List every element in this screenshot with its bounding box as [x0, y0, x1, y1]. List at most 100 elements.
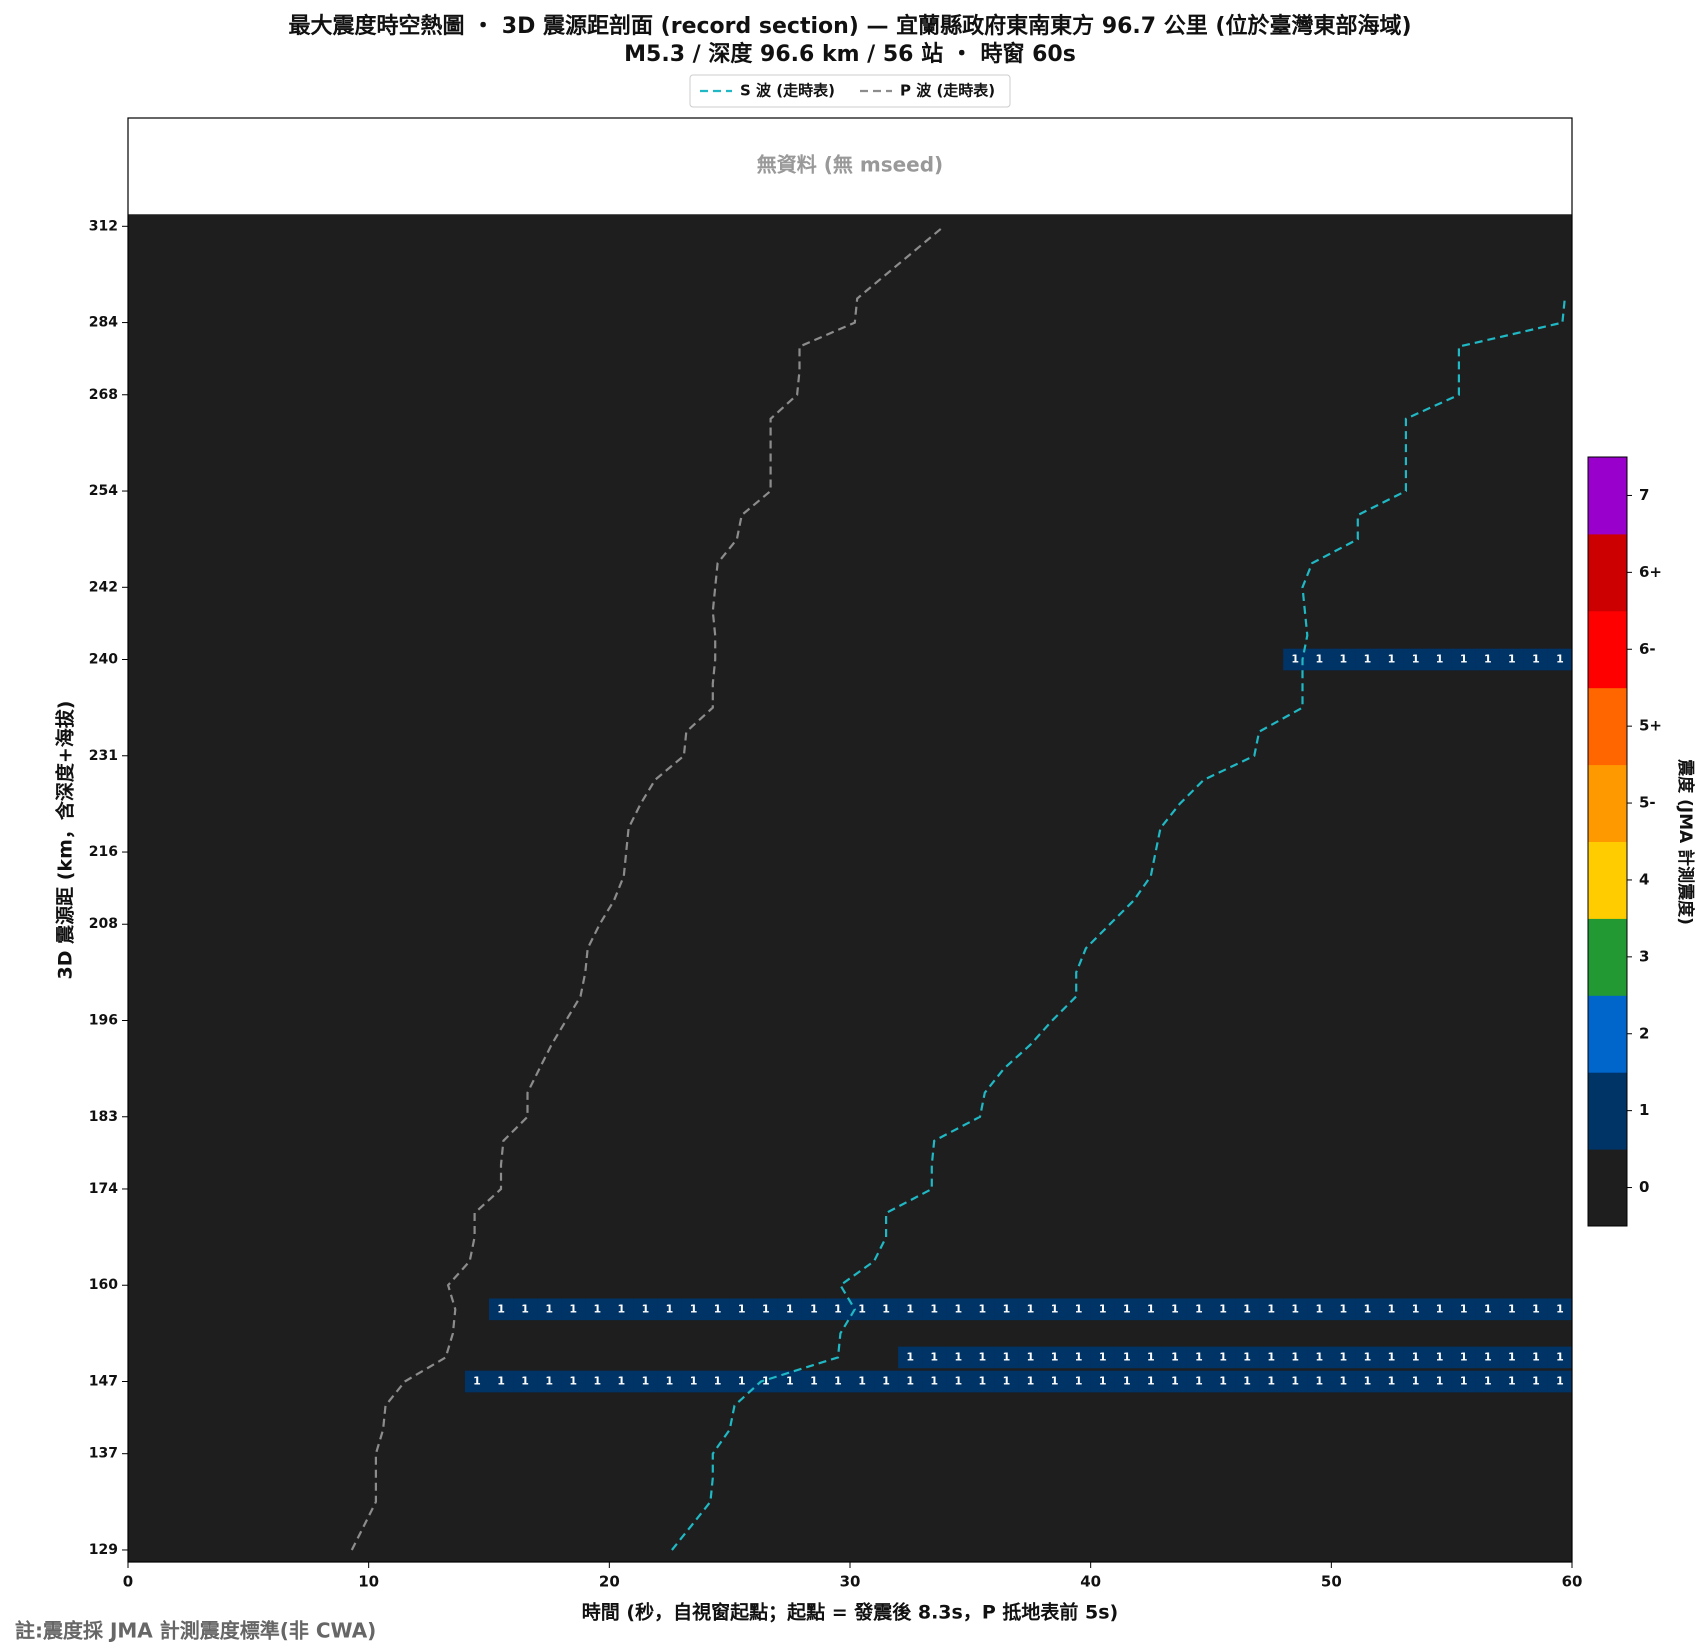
footnote: 註:震度採 JMA 計測震度標準(非 CWA) [15, 1619, 376, 1643]
cell-label: 1 [1412, 1375, 1420, 1388]
heatmap-cell [1523, 1346, 1549, 1369]
heatmap-cell [633, 1370, 658, 1393]
cell-label: 1 [618, 1302, 626, 1315]
heatmap-cell [994, 1370, 1019, 1393]
cell-label: 1 [1267, 1350, 1275, 1363]
cell-label: 1 [1003, 1375, 1011, 1388]
cell-label: 1 [1484, 1302, 1492, 1315]
x-tick-label: 10 [358, 1573, 379, 1591]
x-tick-label: 60 [1562, 1573, 1583, 1591]
cell-label: 1 [1340, 1375, 1348, 1388]
cell-label: 1 [1388, 653, 1396, 666]
cell-label: 1 [1436, 653, 1444, 666]
heatmap-cell [801, 1298, 827, 1321]
heatmap-cell [1162, 1298, 1188, 1321]
cell-label: 1 [1075, 1375, 1083, 1388]
heatmap-cell [1403, 1346, 1429, 1369]
cell-label: 1 [1556, 1375, 1564, 1388]
cell-label: 1 [1508, 1375, 1516, 1388]
colorbar-tick-label: 5+ [1639, 717, 1662, 735]
x-tick-label: 30 [840, 1573, 861, 1591]
heatmap-cell [489, 1298, 514, 1321]
cell-label: 1 [1460, 1350, 1468, 1363]
heatmap-cell [1547, 648, 1573, 671]
travel-time-line [350, 225, 945, 1551]
heatmap-cell [1547, 1346, 1573, 1369]
cell-label: 1 [1291, 1375, 1299, 1388]
heatmap-cell [1259, 1346, 1284, 1369]
heatmap-cell [1355, 648, 1380, 671]
heatmap-cell [1427, 1298, 1453, 1321]
cell-label: 1 [1195, 1375, 1203, 1388]
heatmap-cell [1090, 1370, 1116, 1393]
heatmap-cell [585, 1370, 610, 1393]
cell-label: 1 [1099, 1302, 1107, 1315]
cell-label: 1 [1532, 1302, 1540, 1315]
cell-label: 1 [1315, 1302, 1323, 1315]
legend-label: S 波 (走時表) [740, 82, 835, 100]
heatmap-cell [1355, 1298, 1380, 1321]
heatmap-cell [1379, 648, 1405, 671]
cell-label: 1 [906, 1302, 914, 1315]
cell-label: 1 [1556, 1350, 1564, 1363]
cell-label: 1 [473, 1375, 481, 1388]
cell-label: 1 [979, 1375, 987, 1388]
cell-label: 1 [1147, 1302, 1155, 1315]
cell-label: 1 [1460, 1375, 1468, 1388]
heatmap-cell [729, 1298, 755, 1321]
colorbar-segment [1588, 841, 1627, 919]
cell-label: 1 [954, 1375, 962, 1388]
heatmap-cell [585, 1298, 610, 1321]
cell-label: 1 [1027, 1350, 1035, 1363]
cell-label: 1 [1075, 1350, 1083, 1363]
cell-label: 1 [1003, 1302, 1011, 1315]
heatmap-cell [609, 1370, 634, 1393]
heatmap-cell [1499, 1346, 1525, 1369]
cell-label: 1 [521, 1375, 529, 1388]
heatmap-cell [922, 1298, 947, 1321]
chart-title: 最大震度時空熱圖 ・ 3D 震源距剖面 (record section) — 宜… [288, 13, 1411, 39]
heatmap-cell [1499, 648, 1525, 671]
heatmap-cell [1475, 1346, 1501, 1369]
heatmap-cell [657, 1298, 683, 1321]
cell-label: 1 [810, 1375, 818, 1388]
heatmap-cell [1283, 1346, 1308, 1369]
heatmap-cell [1475, 648, 1501, 671]
heatmap-cell [609, 1298, 634, 1321]
heatmap-cell [898, 1370, 923, 1393]
cell-label: 1 [1340, 1302, 1348, 1315]
colorbar-tick-label: 6- [1639, 640, 1656, 658]
no-data-label: 無資料 (無 mseed) [757, 153, 943, 177]
cell-label: 1 [1460, 1302, 1468, 1315]
heatmap-cell [970, 1346, 995, 1369]
heatmap-cell [970, 1298, 995, 1321]
cell-label: 1 [1532, 1375, 1540, 1388]
heatmap-cell [1042, 1370, 1068, 1393]
heatmap-cell [681, 1298, 707, 1321]
colorbar-frame [1587, 456, 1628, 1227]
cell-label: 1 [930, 1350, 938, 1363]
cell-label: 1 [569, 1302, 577, 1315]
travel-time-line [671, 298, 1566, 1551]
heatmap-cell [1379, 1370, 1405, 1393]
cell-label: 1 [1291, 653, 1299, 666]
heatmap-cell [1138, 1298, 1164, 1321]
cell-label: 1 [1484, 653, 1492, 666]
y-tick-label: 231 [89, 748, 118, 764]
heatmap-cell [489, 1370, 514, 1393]
heatmap-cell [1307, 1346, 1332, 1369]
cell-label: 1 [1484, 1375, 1492, 1388]
y-tick-label: 242 [89, 579, 118, 595]
cell-label: 1 [1147, 1350, 1155, 1363]
y-tick-label: 183 [89, 1109, 118, 1125]
heatmap-cell [1523, 648, 1549, 671]
colorbar-segment [1588, 533, 1627, 612]
heatmap-cell [922, 1346, 947, 1369]
heatmap-cell [464, 1370, 490, 1393]
heatmap-cell [1379, 1346, 1405, 1369]
cell-label: 1 [1412, 1302, 1420, 1315]
colorbar-tick-label: 4 [1639, 870, 1649, 888]
cell-label: 1 [545, 1302, 553, 1315]
cell-label: 1 [834, 1375, 842, 1388]
heatmap-cell [1162, 1346, 1188, 1369]
